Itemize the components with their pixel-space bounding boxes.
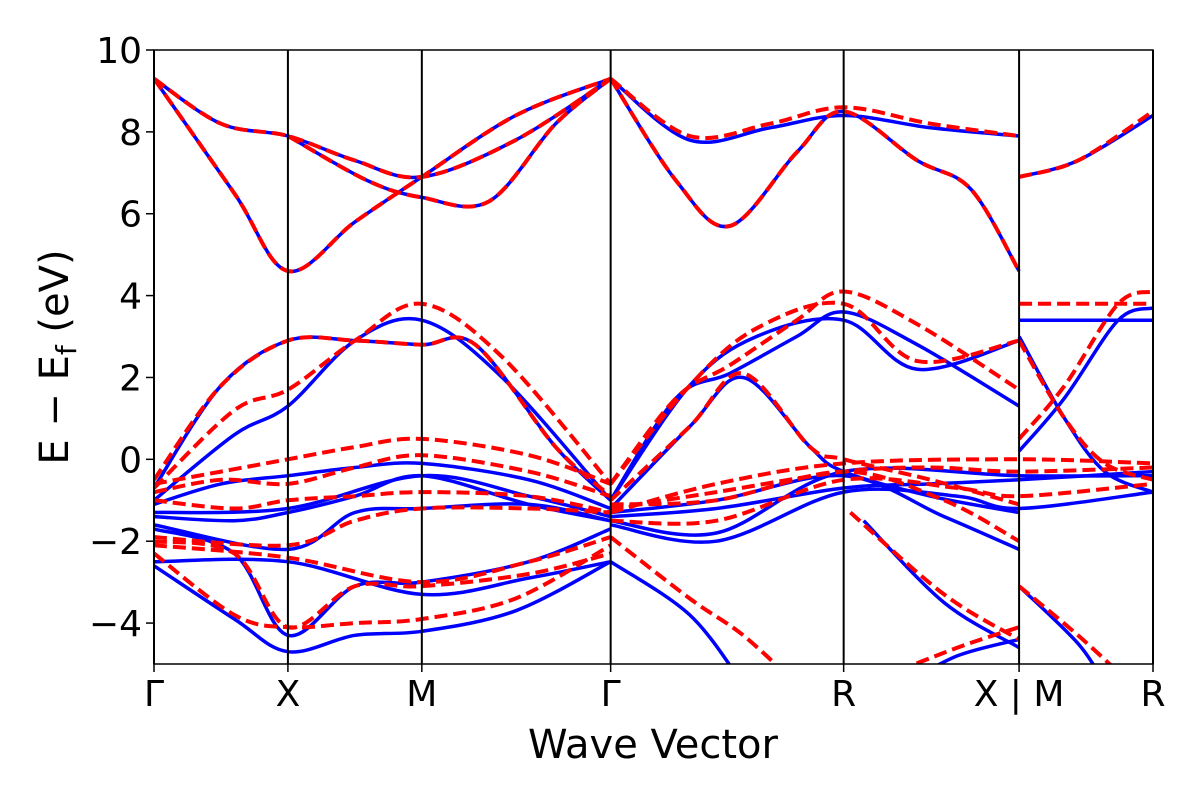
red-band-13	[1017, 339, 1153, 482]
red-band-8	[154, 301, 613, 490]
blue-band-25	[154, 560, 612, 654]
blue-band-29	[1017, 584, 1095, 664]
x-tick-label: M	[406, 674, 437, 715]
x-tick-label: Γ	[144, 674, 164, 715]
y-tick-label: 6	[119, 195, 142, 236]
x-tick-label: R	[831, 674, 856, 715]
y-tick-label: 2	[119, 358, 142, 399]
y-axis-label: E − Ef (eV)	[32, 249, 83, 464]
y-axis: 10 8 6 4 2 0 −2 −4	[89, 31, 154, 645]
red-band-16	[154, 453, 612, 499]
red-band-2	[154, 76, 612, 274]
y-axis-label-unit: (eV)	[32, 249, 78, 345]
red-band-3	[286, 77, 612, 209]
red-band-6	[1018, 109, 1153, 179]
plot-frame	[153, 49, 1154, 665]
blue-band-14	[1017, 306, 1153, 453]
blue-band-26	[609, 560, 732, 664]
x-tick-label: X | M	[974, 674, 1065, 715]
y-axis-label-subscript: f	[50, 344, 83, 355]
red-band-7	[154, 335, 612, 498]
red-band-14	[1017, 289, 1153, 441]
red-band-28	[849, 510, 1021, 642]
plot-background	[154, 50, 1153, 664]
y-axis-label-main: E − E	[32, 355, 78, 465]
blue-band-23	[154, 557, 611, 597]
red-band-29	[1017, 584, 1113, 664]
x-axis: Γ X M Γ R X | M R	[144, 664, 1166, 715]
y-tick-label: 4	[119, 277, 142, 318]
blue-band-27	[936, 637, 1020, 664]
y-tick-label: −2	[89, 522, 142, 563]
red-band-23	[154, 535, 612, 585]
red-band-26	[609, 535, 779, 664]
red-band-27	[909, 625, 1020, 664]
blue-band-15	[154, 461, 612, 511]
x-tick-label: R	[1140, 674, 1165, 715]
red-band-18	[154, 505, 611, 548]
y-tick-label: 8	[119, 113, 142, 154]
x-tick-label: X	[276, 674, 301, 715]
series-red-bands	[154, 76, 1153, 664]
red-band-25	[154, 543, 612, 630]
red-band-17	[154, 490, 611, 515]
red-band-20	[610, 465, 1153, 511]
red-band-4	[609, 77, 1020, 141]
x-tick-label: Γ	[601, 674, 621, 715]
y-tick-label: 0	[119, 440, 142, 481]
red-band-10	[609, 300, 1020, 486]
x-axis-label: Wave Vector	[528, 722, 779, 768]
y-tick-label: 10	[96, 31, 142, 72]
y-tick-label: −4	[89, 604, 142, 645]
blue-band-4	[609, 77, 1020, 145]
red-band-19	[610, 457, 1153, 515]
red-band-5	[608, 77, 1021, 273]
red-band-1	[154, 77, 612, 180]
red-band-24	[154, 539, 612, 630]
blue-band-20	[610, 469, 1153, 519]
red-band-15	[154, 436, 612, 486]
